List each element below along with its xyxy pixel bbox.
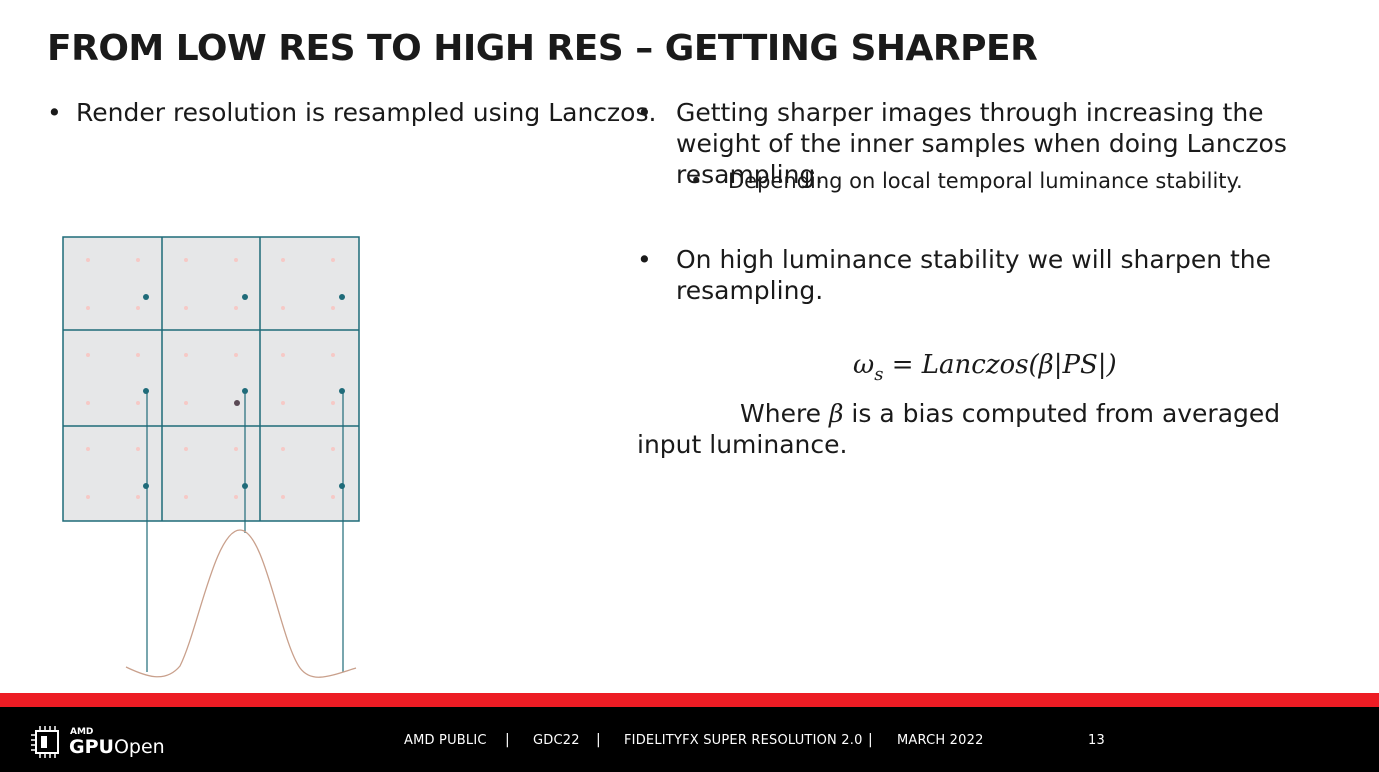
footer-event: GDC22 <box>533 733 580 748</box>
bullet-dot: • <box>47 98 62 127</box>
input-sample-dot <box>234 447 238 451</box>
input-sample-dot <box>86 306 90 310</box>
input-sample-dot <box>281 258 285 262</box>
right-sub-bullet-text: Depending on local temporal luminance st… <box>728 169 1243 193</box>
input-sample-dot <box>184 306 188 310</box>
input-sample-dot <box>184 447 188 451</box>
kernel-lines <box>146 391 344 672</box>
chip-icon <box>31 726 59 758</box>
input-sample-dot <box>234 306 238 310</box>
right-bullet-1-text: Getting sharper images through increasin… <box>676 98 1287 189</box>
footer-red-bar <box>0 693 1379 707</box>
grid-background <box>62 236 360 522</box>
slide-title: FROM LOW RES TO HIGH RES – GETTING SHARP… <box>47 28 1038 69</box>
output-sample-dots <box>143 294 345 489</box>
input-sample-dot <box>281 447 285 451</box>
input-sample-dot <box>86 353 90 357</box>
center-sample-dot <box>234 400 240 406</box>
input-sample-dot <box>331 353 335 357</box>
input-sample-dot <box>136 306 140 310</box>
input-sample-dot <box>281 306 285 310</box>
output-sample-dot <box>143 388 149 394</box>
input-sample-dot <box>86 495 90 499</box>
input-sample-dot <box>184 401 188 405</box>
footer-separator: | <box>505 732 510 748</box>
left-bullet-text: Render resolution is resampled using Lan… <box>76 98 657 127</box>
right-bullet-2-text: On high luminance stability we will shar… <box>676 245 1272 305</box>
where-prefix: Where <box>740 399 830 428</box>
lanczos-resampling-diagram <box>62 236 360 678</box>
input-sample-dot <box>86 258 90 262</box>
input-sample-dot <box>281 353 285 357</box>
bullet-dot: • <box>637 245 652 274</box>
gpuopen-logo-text: GPUOpen <box>69 736 165 758</box>
formula-omega: ω <box>853 350 875 380</box>
amd-logo-text: AMD <box>70 727 94 737</box>
input-sample-dot <box>136 258 140 262</box>
input-sample-dot <box>184 353 188 357</box>
input-sample-dot <box>136 401 140 405</box>
footer-date: MARCH 2022 <box>897 733 984 748</box>
formula-subscript: s <box>874 364 884 385</box>
footer: AMD GPUOpen AMD PUBLIC | GDC22 | FIDELIT… <box>0 707 1379 772</box>
output-sample-dot <box>242 294 248 300</box>
output-sample-dot <box>339 294 345 300</box>
where-suffix: is a bias computed from averaged input l… <box>637 399 1281 459</box>
page-number: 13 <box>1088 733 1105 748</box>
open-label: Open <box>113 736 165 758</box>
lanczos-kernel-curve <box>125 529 357 678</box>
input-sample-dot <box>136 447 140 451</box>
footer-classification: AMD PUBLIC <box>404 733 487 748</box>
input-sample-dot <box>234 353 238 357</box>
footer-separator: | <box>868 732 873 748</box>
input-sample-dot <box>234 258 238 262</box>
input-sample-dot <box>331 258 335 262</box>
output-sample-dot <box>242 388 248 394</box>
footer-product: FIDELITYFX SUPER RESOLUTION 2.0 <box>624 733 863 748</box>
input-sample-dot <box>281 401 285 405</box>
input-sample-dot <box>86 401 90 405</box>
input-sample-dot <box>331 306 335 310</box>
bullet-dot: • <box>690 169 703 193</box>
input-sample-dot <box>136 353 140 357</box>
input-sample-dots <box>86 258 335 499</box>
input-sample-dot <box>281 495 285 499</box>
pixel-grid <box>62 236 360 522</box>
gpu-label: GPU <box>69 736 114 758</box>
input-sample-dot <box>136 495 140 499</box>
output-sample-dot <box>143 294 149 300</box>
output-sample-dot <box>339 483 345 489</box>
weight-formula: ωs = Lanczos(β|PS|) <box>853 350 1117 385</box>
input-sample-dot <box>331 447 335 451</box>
input-sample-dot <box>331 401 335 405</box>
input-sample-dot <box>184 495 188 499</box>
output-sample-dot <box>143 483 149 489</box>
formula-rhs: = Lanczos(β|PS|) <box>883 350 1117 380</box>
bullet-dot: • <box>637 98 652 127</box>
input-sample-dot <box>184 258 188 262</box>
where-text: Where β is a bias computed from averaged… <box>637 398 1337 460</box>
output-sample-dot <box>242 483 248 489</box>
output-sample-dot <box>339 388 345 394</box>
where-beta: β <box>829 399 844 428</box>
input-sample-dot <box>86 447 90 451</box>
input-sample-dot <box>234 495 238 499</box>
footer-separator: | <box>596 732 601 748</box>
input-sample-dot <box>331 495 335 499</box>
